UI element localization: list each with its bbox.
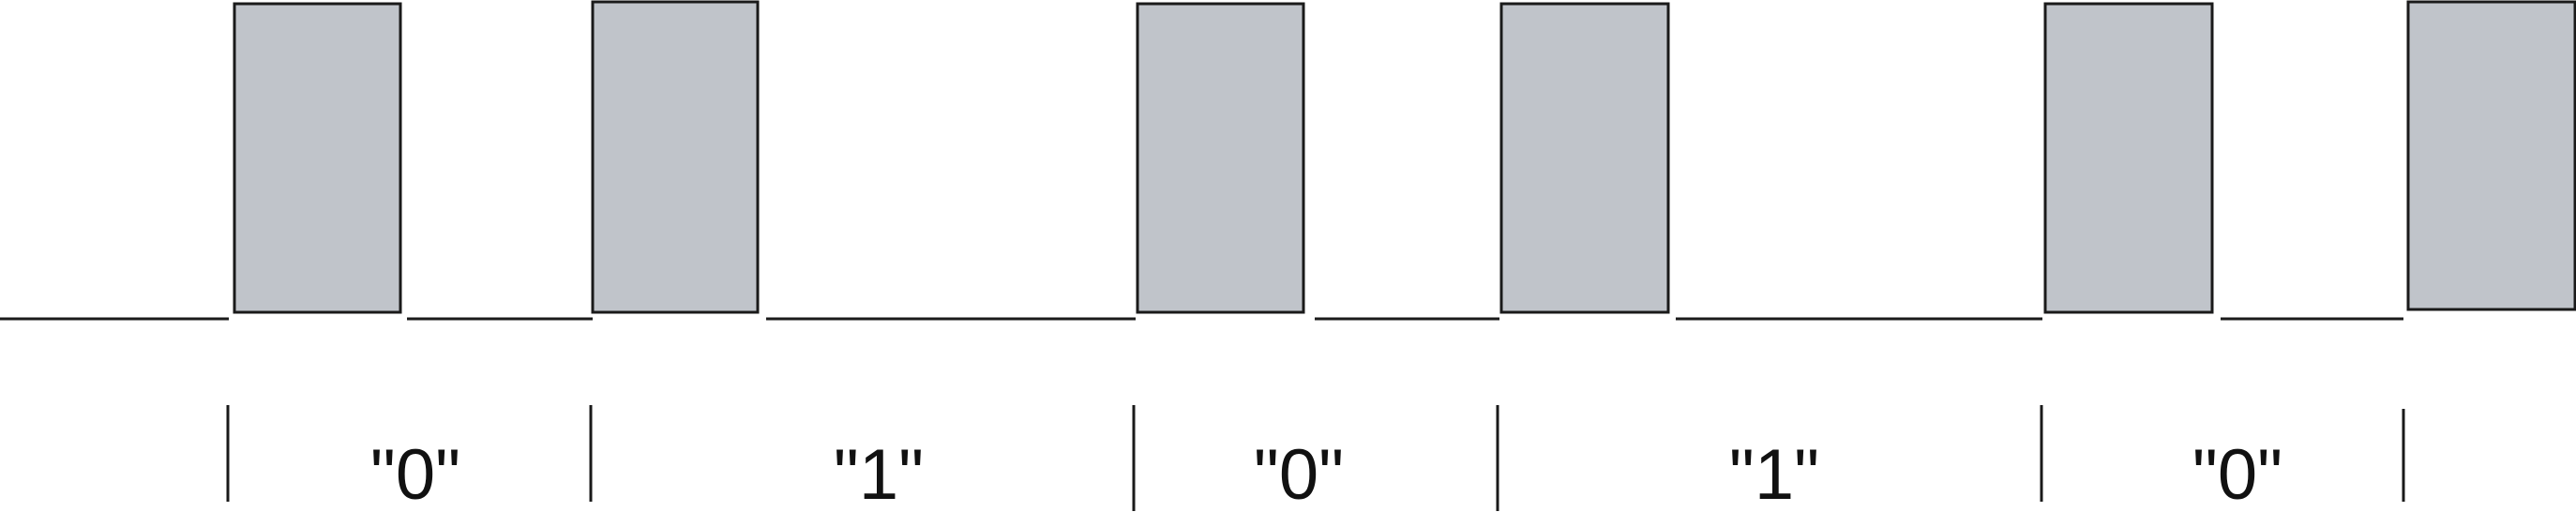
pulse [2406,0,2576,311]
bit-labels: "0" "1" "0" "1" "0" [370,435,2282,512]
bit-label: "0" [370,435,460,512]
pulse [1499,2,1670,314]
pulse [233,2,402,314]
pulses [233,0,2576,314]
bit-label: "0" [1254,435,1344,512]
bit-label: "1" [1729,435,1819,512]
bit-label: "1" [834,435,924,512]
pulse [591,0,760,314]
bit-label: "0" [2192,435,2282,512]
pulse [1136,2,1305,314]
bit-dividers [226,405,2405,511]
pulse [2043,2,2214,314]
